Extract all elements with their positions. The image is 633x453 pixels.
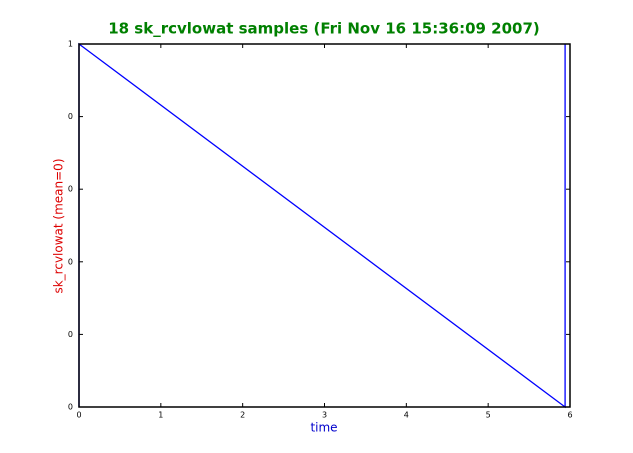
x-tick-label: 0 (76, 411, 81, 420)
x-tick-label: 6 (567, 411, 572, 420)
x-tick-label: 2 (240, 411, 245, 420)
x-tick-label: 3 (322, 411, 327, 420)
y-tick-label: 0 (68, 403, 73, 412)
x-axis-label: time (310, 421, 337, 435)
x-tick-label: 1 (158, 411, 163, 420)
x-tick-label: 5 (486, 411, 491, 420)
y-tick-label: 0 (68, 257, 73, 266)
y-tick-label: 1 (68, 40, 73, 49)
chart-title: 18 sk_rcvlowat samples (Fri Nov 16 15:36… (108, 20, 540, 38)
y-tick-label: 0 (68, 185, 73, 194)
x-tick-label: 4 (404, 411, 409, 420)
y-axis-label: sk_rcvlowat (mean=0) (52, 158, 66, 293)
plot-frame (78, 43, 571, 408)
y-tick-label: 0 (68, 330, 73, 339)
y-tick-label: 0 (68, 112, 73, 121)
